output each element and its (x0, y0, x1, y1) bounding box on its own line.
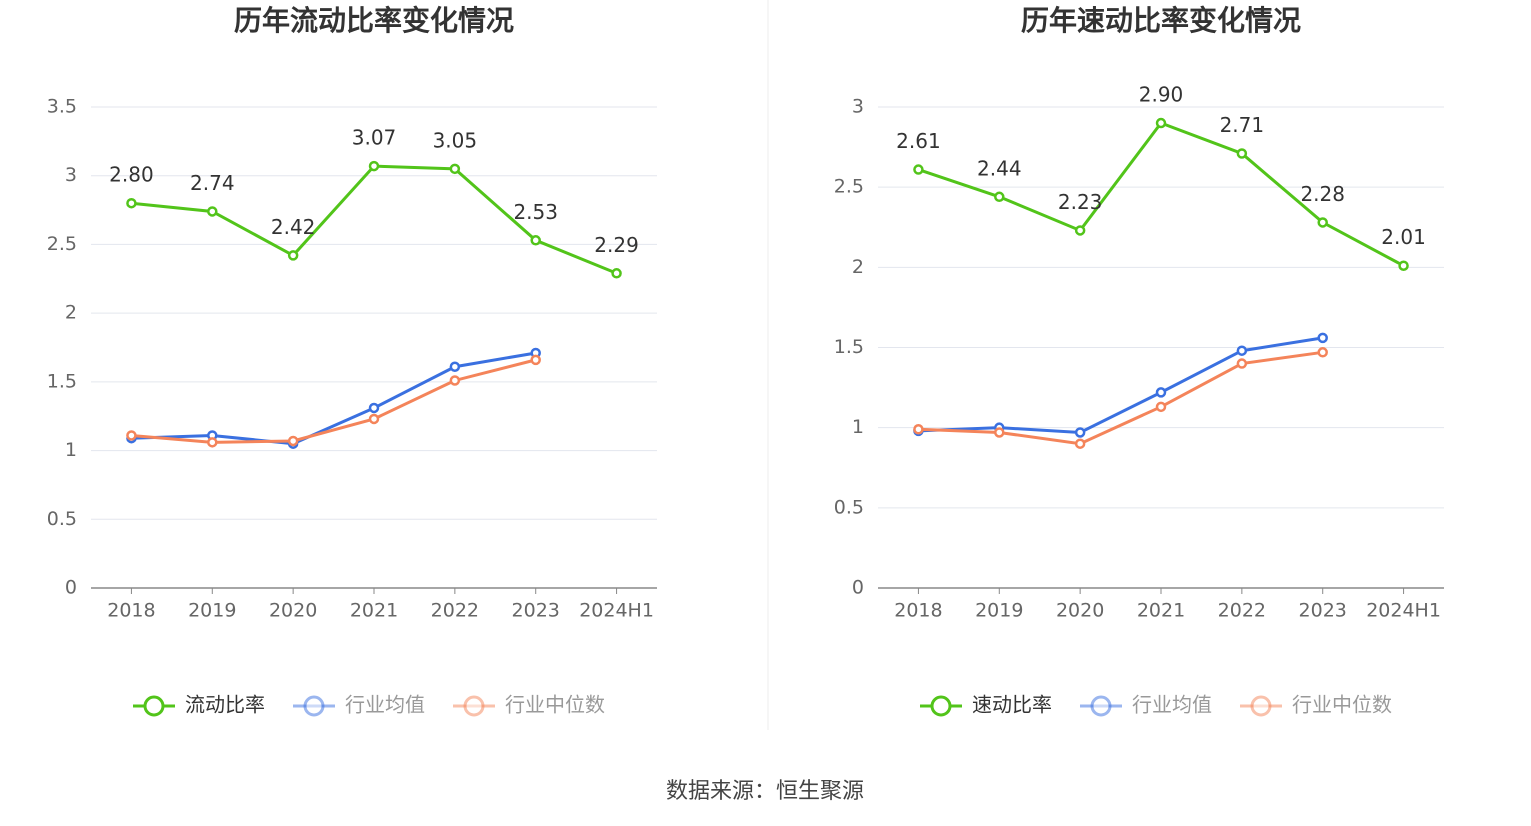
point (913, 164, 924, 175)
y-tick-label: 0 (65, 577, 77, 599)
legend-icon (303, 695, 325, 717)
chart-title: 历年流动比率变化情况 (234, 4, 514, 37)
data-label: 2.29 (594, 233, 639, 257)
x-tick-label: 2022 (431, 600, 479, 622)
point (994, 191, 1005, 203)
point (1236, 345, 1248, 356)
x-tick-label: 2018 (107, 600, 155, 622)
point (1317, 347, 1328, 358)
point (449, 361, 461, 372)
y-tick-label: 3 (852, 96, 864, 118)
y-tick-label: 0 (852, 577, 864, 599)
data-label: 3.05 (433, 128, 478, 152)
point (1155, 387, 1167, 398)
point (1155, 401, 1167, 413)
x-tick-label: 2024H1 (579, 600, 654, 622)
x-tick-label: 2018 (894, 600, 942, 622)
point (1074, 225, 1086, 236)
y-tick-label: 2 (852, 256, 864, 278)
x-tick-label: 2020 (269, 600, 317, 622)
point (994, 427, 1005, 438)
x-tick-label: 2023 (512, 600, 560, 622)
legend-label: 流动比率 (185, 693, 265, 717)
y-tick-label: 2.5 (47, 233, 77, 255)
legend-icon (463, 695, 485, 717)
x-tick-label: 2019 (975, 600, 1023, 622)
data-label: 2.23 (1058, 190, 1103, 214)
data-label: 2.53 (513, 200, 558, 224)
data-label: 2.28 (1300, 182, 1345, 206)
point (530, 354, 541, 366)
point (126, 197, 137, 209)
data-label: 2.71 (1220, 113, 1265, 137)
y-tick-label: 0.5 (834, 496, 864, 518)
source: 数据来源：恒生聚源 (666, 779, 864, 804)
legend-icon (1250, 695, 1272, 717)
x-tick-label: 2019 (188, 600, 236, 622)
point (530, 235, 541, 246)
legend-icon (930, 695, 952, 717)
y-tick-label: 3.5 (47, 96, 77, 118)
y-tick-label: 3 (65, 164, 77, 186)
data-label: 2.61 (896, 129, 941, 153)
y-tick-label: 1.5 (834, 336, 864, 358)
point (368, 413, 380, 425)
legend-label: 行业中位数 (505, 693, 605, 717)
data-label: 2.80 (109, 163, 154, 187)
point (611, 268, 622, 279)
point (1398, 260, 1409, 271)
x-tick-label: 2024H1 (1366, 600, 1441, 622)
point (287, 250, 299, 261)
x-tick-label: 2022 (1218, 600, 1266, 622)
legend-icon (1090, 695, 1112, 717)
point (1236, 358, 1248, 369)
x-tick-label: 2020 (1056, 600, 1104, 622)
data-label: 2.42 (271, 215, 316, 239)
point (449, 375, 461, 386)
chart-title: 历年速动比率变化情况 (1021, 4, 1301, 37)
point (449, 163, 461, 175)
x-tick-label: 2021 (350, 600, 398, 622)
x-tick-label: 2023 (1299, 600, 1347, 622)
point (913, 424, 924, 435)
legend-icon (143, 695, 165, 717)
point (1317, 217, 1328, 228)
series-line (131, 358, 537, 444)
y-tick-label: 2 (65, 302, 77, 324)
point (1074, 427, 1086, 438)
data-label: 2.01 (1381, 225, 1426, 249)
legend-label: 行业均值 (1132, 693, 1212, 717)
y-tick-label: 0.5 (47, 508, 77, 530)
point (126, 430, 137, 441)
point (207, 437, 218, 448)
point (368, 160, 380, 172)
point (287, 435, 299, 447)
legend-label: 速动比率 (972, 693, 1052, 717)
y-tick-label: 2.5 (834, 176, 864, 198)
y-tick-label: 1.5 (47, 370, 77, 392)
point (1317, 332, 1328, 344)
point (1236, 148, 1248, 159)
point (1155, 117, 1167, 129)
series-line (918, 336, 1323, 434)
point (368, 402, 380, 414)
data-label: 3.07 (352, 126, 397, 150)
series-line (918, 350, 1323, 446)
point (207, 206, 218, 217)
point (1074, 438, 1086, 449)
y-tick-label: 1 (852, 416, 864, 438)
legend-label: 行业中位数 (1292, 693, 1392, 717)
legend-label: 行业均值 (345, 693, 425, 717)
series-line (131, 351, 536, 446)
x-tick-label: 2021 (1137, 600, 1185, 622)
data-label: 2.90 (1139, 83, 1184, 107)
data-label: 2.74 (190, 171, 235, 195)
data-label: 2.44 (977, 156, 1022, 180)
y-tick-label: 1 (65, 439, 77, 461)
